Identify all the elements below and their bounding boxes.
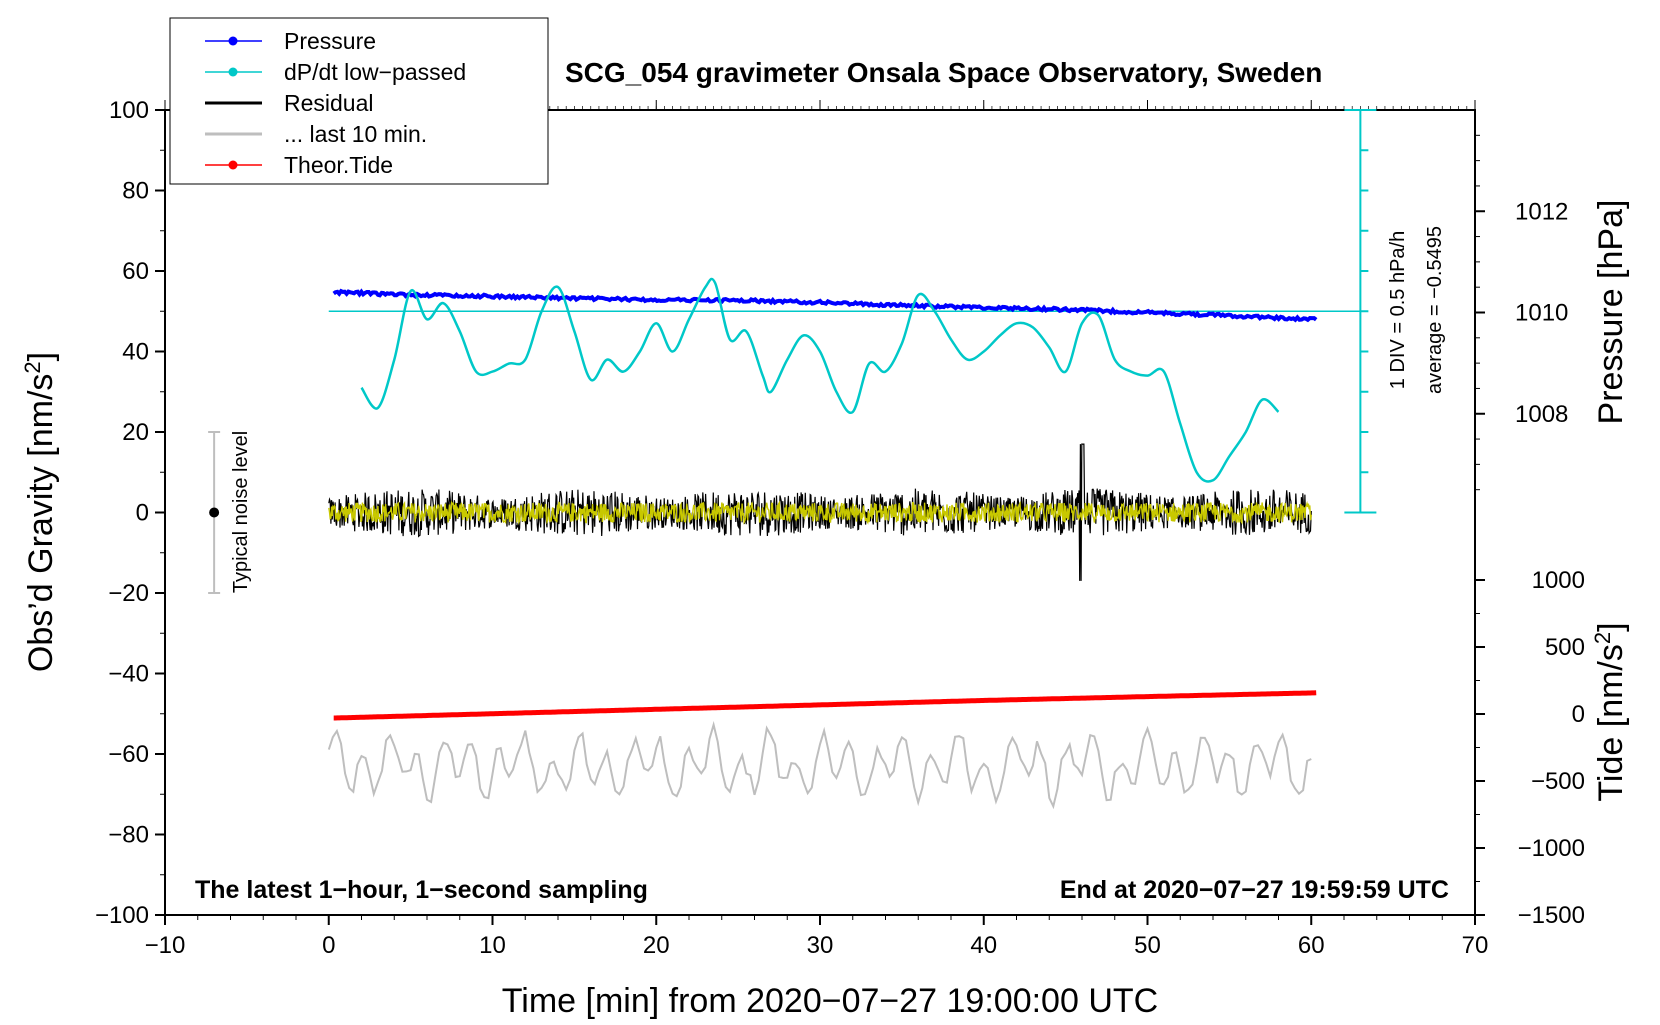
series-dpdt <box>360 277 1280 483</box>
y-tick-label: 80 <box>122 178 149 205</box>
x-tick-label: 40 <box>970 932 997 959</box>
axes-layer: −10 0 10 20 30 40 50 60 70−100−80−60−40−20020406… <box>95 97 1585 959</box>
legend-label: Theor.Tide <box>284 152 393 178</box>
legend-items: Pressure dP/dt low−passed Residual ... last… <box>205 28 466 178</box>
pressure-tick-label: 1008 <box>1515 401 1568 428</box>
legend-marker <box>228 36 238 46</box>
tide-axis-title: Tide [nm/s2] <box>1590 622 1631 801</box>
y-tick-label: 40 <box>122 339 149 366</box>
series-residual <box>328 443 1312 581</box>
div-label: 1 DIV = 0.5 hPa/h <box>1387 231 1409 389</box>
x-tick-label: 50 <box>1134 932 1161 959</box>
y-tick-label: −100 <box>95 902 149 929</box>
tide-tick-label: −1500 <box>1518 902 1585 929</box>
x-tick-label: 0 <box>322 932 335 959</box>
y-tick-label: −80 <box>108 822 149 849</box>
x-tick-label: 20 <box>643 932 670 959</box>
bars-layer <box>208 109 1377 594</box>
tide-tick-label: 500 <box>1545 634 1585 661</box>
pressure-tick-label: 1012 <box>1515 198 1568 225</box>
y-tick-label: −20 <box>108 580 149 607</box>
legend-label: Residual <box>284 90 374 116</box>
y-axis-title-close: ] <box>22 352 60 361</box>
x-axis-title: Time [min] from 2020−07−27 19:00:00 UTC <box>502 982 1158 1020</box>
y-tick-label: 60 <box>122 258 149 285</box>
series-residual-filtered <box>328 500 1312 526</box>
series-tide <box>333 690 1317 721</box>
y-tick-label: 0 <box>136 500 149 527</box>
legend-label: dP/dt low−passed <box>284 59 466 85</box>
legend-marker <box>228 160 238 170</box>
y-axis-title-main: Obs’d Gravity [nm/s <box>22 374 60 673</box>
tide-tick-label: −1000 <box>1518 835 1585 862</box>
legend-box <box>169 17 549 185</box>
series-layer <box>327 277 1361 810</box>
tide-axis-title-sup: 2 <box>1590 632 1615 644</box>
pressure-tick-label: 1010 <box>1515 300 1568 327</box>
noise-bar-center-dot <box>209 507 220 518</box>
pressure-axis-title: Pressure [hPa] <box>1592 200 1630 425</box>
legend-label: Pressure <box>284 28 376 54</box>
x-tick-label: 10 <box>479 932 506 959</box>
x-tick-label: 70 <box>1462 932 1489 959</box>
legend: Pressure dP/dt low−passed Residual ... last… <box>169 17 549 185</box>
x-tick-label: 60 <box>1298 932 1325 959</box>
x-tick-label: 30 <box>807 932 834 959</box>
legend-marker <box>228 67 238 77</box>
noise-level-label: Typical noise level <box>230 431 252 593</box>
y-tick-label: 100 <box>109 97 149 124</box>
chart-title: SCG_054 gravimeter Onsala Space Observat… <box>565 57 1322 88</box>
y-tick-label: −60 <box>108 741 149 768</box>
tide-axis-title-close: ] <box>1592 622 1630 631</box>
tide-axis-title-main: Tide [nm/s <box>1592 644 1630 801</box>
tide-tick-label: −500 <box>1531 768 1585 795</box>
series-pressure <box>332 288 1318 323</box>
series-last-10-min <box>327 720 1312 810</box>
y-tick-label: −40 <box>108 661 149 688</box>
average-label: average = −0.5495 <box>1424 226 1446 394</box>
x-tick-label: −10 <box>145 932 186 959</box>
legend-label: ... last 10 min. <box>284 121 427 147</box>
y-axis-title-sup: 2 <box>20 361 45 373</box>
y-axis-title: Obs’d Gravity [nm/s2] <box>20 352 61 672</box>
annotation-bottom-right: End at 2020−07−27 19:59:59 UTC <box>1060 876 1449 904</box>
annotation-bottom-left: The latest 1−hour, 1−second sampling <box>195 876 648 904</box>
tide-tick-label: 1000 <box>1532 567 1585 594</box>
y-tick-label: 20 <box>122 419 149 446</box>
tide-tick-label: 0 <box>1572 701 1585 728</box>
